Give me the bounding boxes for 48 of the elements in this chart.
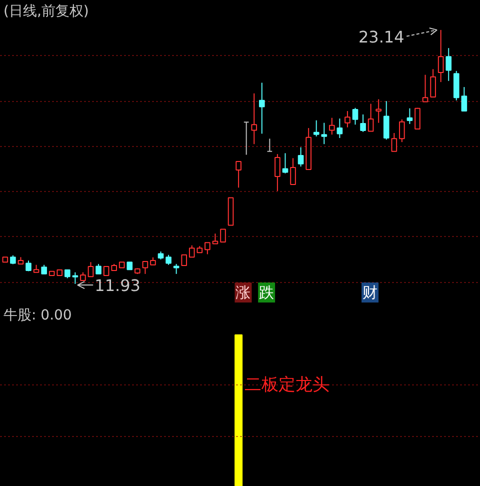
- candlestick: [406, 108, 413, 124]
- candlestick: [166, 254, 172, 266]
- annotation: 二板定龙头: [244, 374, 330, 395]
- candlestick: [360, 114, 366, 132]
- candlestick: [274, 154, 280, 192]
- annotation: 涨: [236, 284, 251, 302]
- chart-title: 牛股: 0.00: [4, 308, 72, 324]
- candlestick: [72, 272, 78, 284]
- candlestick: [96, 263, 102, 274]
- candlestick: [368, 103, 374, 132]
- candlestick: [236, 161, 242, 188]
- candlestick: [344, 110, 350, 128]
- candlestick: [298, 146, 304, 168]
- candlestick: [282, 152, 288, 174]
- annotation: 财: [362, 284, 378, 302]
- candlestick: [461, 86, 468, 112]
- candlestick: [422, 74, 428, 102]
- annotation: 23.14: [358, 28, 404, 47]
- candlestick: [399, 118, 405, 143]
- chart-title: (日线,前复权): [4, 4, 89, 20]
- candlestick: [103, 266, 110, 276]
- candlestick: [336, 118, 343, 138]
- candlestick: [258, 82, 265, 134]
- annotation: 跌: [259, 284, 274, 302]
- candlestick: [251, 92, 258, 145]
- candlestick: [266, 138, 273, 152]
- candlestick: [438, 29, 444, 83]
- candlestick: [446, 48, 452, 82]
- candlestick: [430, 68, 436, 98]
- candlestick: [391, 132, 398, 152]
- candlestick: [204, 242, 210, 255]
- candlestick: [329, 117, 335, 136]
- candlestick: [181, 254, 188, 266]
- candlestick: [290, 158, 296, 185]
- candlestick: [321, 122, 328, 145]
- candlestick: [41, 264, 47, 275]
- candlestick: [88, 262, 94, 278]
- candlestick: [220, 228, 226, 242]
- annotation: 11.93: [94, 276, 140, 296]
- candlestick: [313, 120, 320, 137]
- candlestick: [243, 122, 250, 156]
- candlestick: [212, 233, 218, 244]
- candlestick: [414, 107, 420, 130]
- candlestick: [383, 100, 390, 140]
- candlestick: [352, 107, 358, 126]
- candlestick: [142, 260, 148, 274]
- candlestick: [173, 263, 180, 274]
- candlestick: [376, 98, 382, 124]
